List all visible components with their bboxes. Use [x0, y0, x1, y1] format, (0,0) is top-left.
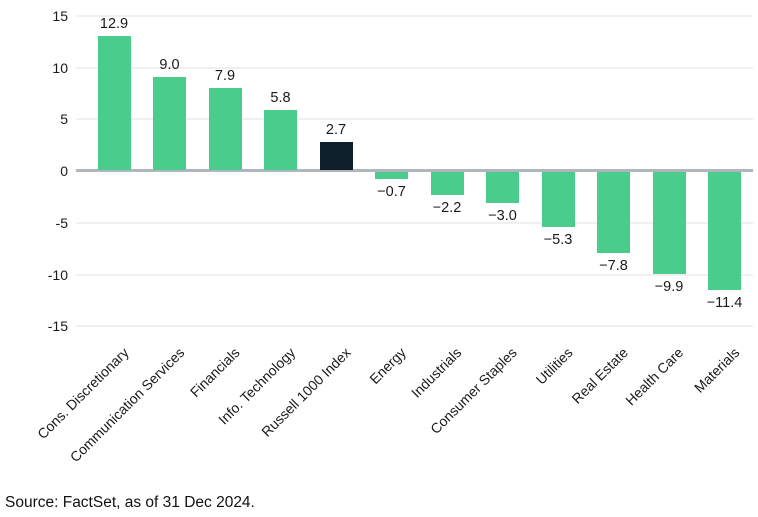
bar-consumer-staples	[486, 172, 519, 204]
x-axis-label-communication-services: Communication Services	[66, 344, 188, 466]
gridline	[76, 325, 753, 328]
bar-value-label: 9.0	[159, 56, 180, 73]
bar-value-label: −9.9	[654, 279, 684, 296]
bar-value-label: 7.9	[214, 68, 236, 85]
bar-value-label: −2.2	[432, 199, 462, 216]
y-axis-tick-label: -10	[47, 266, 68, 283]
bar-value-label: 12.9	[99, 16, 129, 33]
bar-industrials	[430, 172, 464, 195]
bar-cons-discretionary	[97, 36, 131, 170]
gridline	[76, 14, 753, 17]
bar-russell-1000-index	[319, 142, 353, 170]
gridline	[76, 66, 753, 69]
bar-value-label: −3.0	[488, 208, 517, 225]
bar-energy	[375, 172, 408, 180]
gridline	[76, 221, 753, 224]
gridline	[76, 118, 753, 121]
gridline	[76, 273, 753, 276]
bar-value-label: −7.8	[599, 257, 628, 274]
bar-value-label: 2.7	[325, 122, 347, 139]
plot-area: 15 10 5 0 -5 -10 -15 12.9 Cons. Discretionary 9.0…	[34, 7, 753, 465]
bar-materials	[708, 172, 741, 290]
y-axis-tick-label: -5	[55, 214, 68, 231]
bar-value-label: −5.3	[543, 231, 573, 248]
bar-real-estate	[597, 172, 630, 253]
x-axis-label-materials: Materials	[690, 344, 743, 396]
zero-axis-line	[76, 169, 753, 172]
bar-utilities	[541, 172, 575, 227]
bar-info-technology	[264, 109, 297, 170]
bar-value-label: 5.8	[270, 89, 291, 106]
x-axis-label-anchor: Materials	[432, 344, 742, 395]
source-note: Source: FactSet, as of 31 Dec 2024.	[5, 494, 255, 511]
bar-financials	[208, 88, 242, 170]
y-axis-tick-label: 5	[60, 111, 68, 128]
bar-health-care	[652, 172, 686, 275]
y-axis-tick-label: 15	[52, 7, 68, 24]
bar-value-label: −0.7	[377, 184, 406, 201]
bar-communication-services	[153, 76, 186, 170]
bar-value-label: −11.4	[706, 294, 743, 311]
y-axis-tick-label: 0	[60, 163, 68, 179]
y-axis-tick-label: -15	[47, 318, 68, 335]
y-axis-tick-label: 10	[52, 59, 68, 76]
